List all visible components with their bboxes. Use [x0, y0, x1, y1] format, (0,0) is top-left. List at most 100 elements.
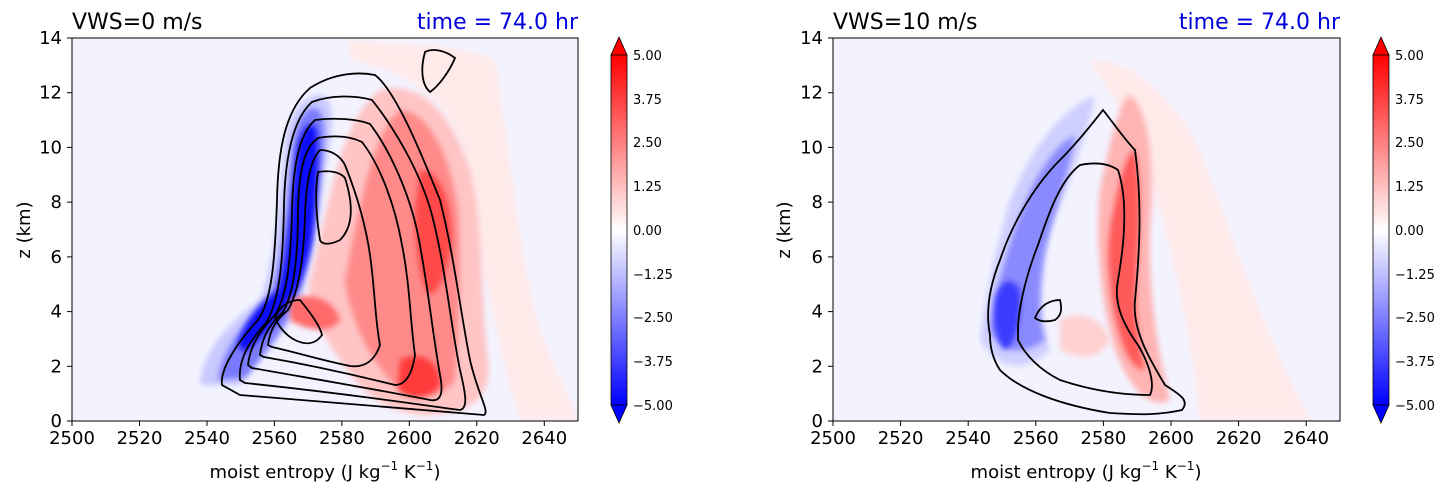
x-tick-label: 2500: [810, 428, 856, 449]
y-tick-label: 12: [39, 83, 62, 104]
x-tick-label: 2620: [454, 428, 500, 449]
colorbar-tick-label: 5.00: [633, 49, 662, 64]
axes-frame: [71, 37, 579, 422]
colorbar-tick-label: 3.75: [633, 93, 662, 108]
colorbar-tick-label: −2.50: [1395, 311, 1435, 326]
colorbar-ticks: 5.00 3.75 2.50 1.25 0.00 −1.25 −2.50 −3.…: [633, 49, 673, 414]
contour-line: [274, 299, 323, 345]
y-tick-label: 14: [800, 28, 823, 49]
colorbar-body: [610, 54, 628, 406]
colorbar: 5.00 3.75 2.50 1.25 0.00 −1.25 −2.50 −3.…: [1372, 36, 1435, 424]
y-tick: 12: [39, 83, 72, 104]
y-tick: 2: [51, 356, 72, 377]
x-tick-label: 2540: [945, 428, 991, 449]
x-tick: 2500: [49, 421, 95, 449]
panel-time-title: time = 74.0 hr: [417, 10, 579, 35]
x-tick-label: 2520: [878, 428, 924, 449]
colorbar-tick-label: −2.50: [633, 311, 673, 326]
positive-region-faint: [350, 40, 578, 421]
y-tick-label: 12: [800, 83, 823, 104]
y-tick-label: 0: [51, 411, 62, 432]
y-axis: 0 2 4 6 8 10 12 14: [39, 28, 72, 432]
colorbar-tick-label: 0.00: [1395, 224, 1424, 239]
y-tick-label: 2: [51, 356, 62, 377]
x-tick-label: 2560: [1013, 428, 1059, 449]
colorbar-tick-label: −1.25: [633, 268, 673, 283]
colorbar-tick-label: −3.75: [633, 355, 673, 370]
positive-region-core-lower: [398, 356, 440, 397]
y-tick: 14: [800, 28, 833, 49]
y-tick-label: 6: [51, 247, 62, 268]
colorbar-extend-min: [610, 404, 628, 424]
x-tick: 2600: [386, 421, 432, 449]
colorbar-extend-max: [1372, 36, 1390, 56]
y-tick-label: 8: [51, 192, 62, 213]
x-tick: 2640: [1283, 421, 1329, 449]
y-tick: 8: [812, 192, 833, 213]
contour-line: [238, 95, 467, 411]
x-axis: 2500 2520 2540 2560 2580 2600 2620 2640: [810, 421, 1329, 449]
x-tick-label: 2600: [386, 428, 432, 449]
x-tick-label: 2580: [319, 428, 365, 449]
contour-line: [315, 170, 352, 245]
colorbar-extend-min: [1372, 404, 1390, 424]
panel-title: VWS=0 m/s: [72, 10, 203, 35]
x-axis: 2500 2520 2540 2560 2580 2600 2620 2640: [49, 421, 567, 449]
x-tick-label: 2560: [251, 428, 297, 449]
filled-contours: [200, 40, 578, 421]
x-tick: 2620: [1216, 421, 1262, 449]
colorbar-tick-label: 5.00: [1395, 49, 1424, 64]
x-tick: 2580: [1080, 421, 1126, 449]
x-tick: 2520: [878, 421, 924, 449]
contour-line: [259, 135, 416, 386]
panel-title: VWS=10 m/s: [833, 10, 978, 35]
y-tick: 4: [51, 302, 72, 323]
colorbar-tick-label: 3.75: [1395, 93, 1424, 108]
contour-line: [221, 72, 487, 416]
x-tick: 2580: [319, 421, 365, 449]
y-tick: 10: [800, 137, 833, 158]
colorbar-extend-max: [610, 36, 628, 56]
colorbar-ticks: 5.00 3.75 2.50 1.25 0.00 −1.25 −2.50 −3.…: [1395, 49, 1435, 414]
x-tick-label: 2600: [1148, 428, 1194, 449]
contour-line: [987, 108, 1186, 416]
colorbar-tick-label: −3.75: [1395, 355, 1435, 370]
y-tick: 0: [51, 411, 72, 432]
colorbar-tick-label: −1.25: [1395, 268, 1435, 283]
negative-region-core: [993, 281, 1021, 350]
y-axis-label: z (km): [774, 201, 795, 258]
x-tick-label: 2520: [117, 428, 163, 449]
y-tick-label: 10: [39, 137, 62, 158]
x-tick-label: 2640: [521, 428, 567, 449]
y-tick-label: 8: [812, 192, 823, 213]
y-tick: 14: [39, 28, 72, 49]
contour-line: [247, 117, 443, 402]
colorbar-tick-label: 2.50: [633, 136, 662, 151]
contour-line: [1017, 162, 1153, 396]
x-tick: 2540: [945, 421, 991, 449]
y-axis-label: z (km): [14, 201, 35, 258]
x-tick: 2500: [810, 421, 856, 449]
panel-vws-0: VWS=0 m/s time = 74.0 hr: [14, 10, 673, 483]
y-tick-label: 14: [39, 28, 62, 49]
contour-line: [1033, 299, 1063, 323]
x-tick: 2640: [521, 421, 567, 449]
x-tick: 2620: [454, 421, 500, 449]
x-tick: 2560: [251, 421, 297, 449]
y-tick-label: 0: [812, 411, 823, 432]
colorbar-tick-label: 1.25: [1395, 180, 1424, 195]
x-tick-label: 2580: [1080, 428, 1126, 449]
colorbar-tick-label: −5.00: [1395, 399, 1435, 414]
y-tick: 2: [812, 356, 833, 377]
panel-time-title: time = 74.0 hr: [1179, 10, 1341, 35]
negative-region-core: [238, 125, 318, 352]
y-tick: 10: [39, 137, 72, 158]
colorbar-body: [1372, 54, 1390, 406]
y-tick-label: 4: [812, 302, 823, 323]
x-tick-label: 2500: [49, 428, 95, 449]
y-tick: 0: [812, 411, 833, 432]
axes-frame: [832, 37, 1341, 422]
y-tick-label: 6: [812, 247, 823, 268]
x-tick-label: 2640: [1283, 428, 1329, 449]
